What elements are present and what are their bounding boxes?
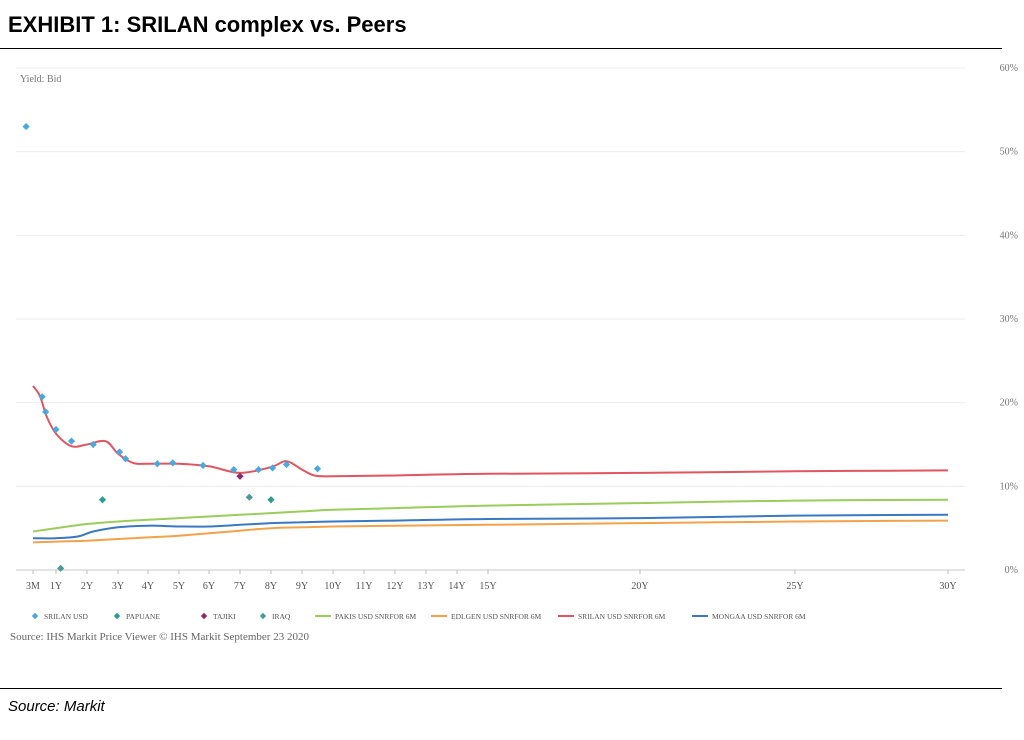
chart-source-note: Source: IHS Markit Price Viewer © IHS Ma… [10, 631, 309, 643]
x-tick-label: 10Y [324, 581, 341, 592]
grid-lines [16, 67, 965, 571]
x-tick-label: 3M [26, 581, 40, 592]
point-tajiki [236, 472, 244, 480]
point-srilan-usd [282, 460, 291, 469]
point-srilan-usd [169, 459, 177, 467]
series-lines [32, 385, 949, 544]
point-iraq [245, 493, 253, 501]
x-tick-label: 9Y [296, 581, 308, 592]
x-tick-label: 2Y [81, 581, 93, 592]
x-tick-label: 1Y [50, 581, 62, 592]
legend-marker [259, 612, 267, 620]
point-papuane [98, 496, 107, 504]
legend-label: SRILAN USD SNRFOR 6M [578, 612, 666, 621]
x-tick-label: 7Y [234, 581, 246, 592]
point-srilan-usd [230, 466, 238, 474]
point-srilan-usd [42, 408, 50, 416]
point-srilan-usd [115, 448, 124, 456]
legend-marker [113, 612, 121, 620]
x-tick-labels: 3M 1Y 2Y 3Y 4Y 5Y 6Y 7Y 8Y 9Y 10Y 11Y 12Y 13Y 14Y 15Y 20… [26, 570, 957, 592]
point-papuane [267, 496, 275, 504]
footer-source: Source: Markit [8, 698, 105, 715]
point-srilan-usd [38, 393, 46, 401]
x-tick-label: 30Y [939, 581, 956, 592]
legend-label: EDLGEN USD SNRFOR 6M [451, 612, 542, 621]
line-srilan-usd-snrfor-6m [32, 385, 949, 478]
point-srilan-usd [67, 437, 76, 445]
y-tick-label: 10% [1000, 481, 1018, 492]
x-tick-label: 15Y [479, 581, 496, 592]
point-srilan-usd [199, 461, 207, 470]
point-srilan-usd [255, 466, 263, 474]
point-iraq [57, 564, 65, 572]
x-tick-label: 8Y [265, 581, 277, 592]
legend: SRILAN USD PAPUANE TAJIKI IRAQ PAKIS USD SNR… [31, 612, 806, 621]
x-tick-label: 20Y [631, 581, 648, 592]
legend-label: MONGAA USD SNRFOR 6M [712, 612, 806, 621]
point-srilan-usd [52, 425, 60, 434]
y-tick-label: 50% [1000, 147, 1018, 158]
x-tick-label: 5Y [173, 581, 185, 592]
legend-label: SRILAN USD [44, 612, 89, 621]
point-srilan-usd [89, 440, 97, 449]
y-tick-label: 0% [1005, 565, 1018, 576]
line-mongaa-usd-snrfor-6m [32, 513, 949, 540]
legend-label: PAPUANE [126, 612, 160, 621]
x-tick-label: 13Y [417, 581, 434, 592]
x-tick-label: 6Y [203, 581, 215, 592]
x-tick-label: 12Y [386, 581, 403, 592]
y-tick-label: 20% [1000, 398, 1018, 409]
x-tick-label: 25Y [786, 581, 803, 592]
x-tick-label: 4Y [142, 581, 154, 592]
y-tick-labels: 0% 10% 20% 30% 40% 50% 60% [1000, 63, 1018, 576]
top-rule [0, 48, 1002, 49]
legend-marker [200, 612, 208, 620]
line-edlgen-usd-snrfor-6m [32, 519, 949, 544]
point-srilan-usd [121, 455, 130, 463]
exhibit-title: EXHIBIT 1: SRILAN complex vs. Peers [8, 12, 407, 37]
line-pakis-usd-snrfor-6m [32, 498, 949, 533]
legend-label: TAJIKI [213, 612, 236, 621]
x-tick-label: 11Y [356, 581, 373, 592]
point-srilan-usd [268, 464, 277, 472]
x-tick-label: 14Y [448, 581, 465, 592]
scatter-points [22, 122, 322, 572]
point-srilan-usd [153, 460, 161, 468]
point-srilan-usd [22, 122, 30, 131]
point-srilan-usd [313, 465, 322, 473]
legend-label: PAKIS USD SNRFOR 6M [335, 612, 417, 621]
bottom-rule [0, 688, 1002, 689]
y-axis-title: Yield: Bid [20, 74, 61, 85]
legend-label: IRAQ [272, 612, 291, 621]
y-tick-label: 40% [1000, 230, 1018, 241]
legend-marker [31, 612, 39, 620]
y-tick-label: 60% [1000, 63, 1018, 74]
x-tick-label: 3Y [112, 581, 124, 592]
y-tick-label: 30% [1000, 314, 1018, 325]
